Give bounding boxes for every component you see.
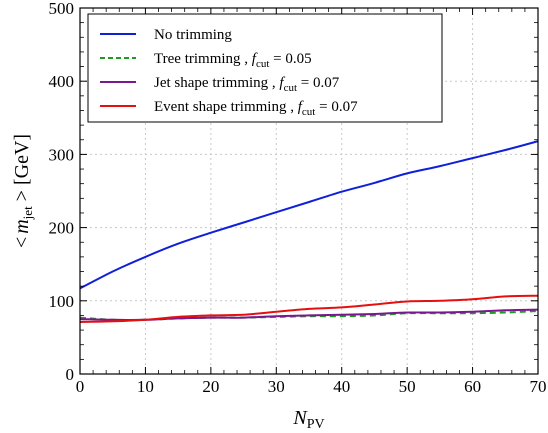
legend-label-f: f [252, 51, 258, 67]
series-lines [79, 140, 539, 323]
x-tick-label: 60 [464, 377, 481, 396]
x-tick-label: 50 [399, 377, 416, 396]
y-tick-label: 200 [49, 219, 75, 238]
y-axis-title-m: m [11, 219, 33, 233]
x-axis-title-main: N [292, 407, 308, 429]
x-tick-label: 70 [530, 377, 547, 396]
legend-label-f: f [279, 75, 285, 91]
legend-label: Event shape trimming , fcut = 0.07 [154, 99, 358, 118]
legend-label-sub: cut [302, 106, 315, 118]
legend-label-text: Event shape trimming , [154, 99, 298, 115]
x-tick-label: 20 [202, 377, 219, 396]
y-axis-title: < mjet > [GeV] [11, 134, 35, 248]
x-axis-title-sub: PV [307, 417, 325, 432]
legend-label-sub: cut [284, 82, 297, 94]
y-axis-title-lt: < [11, 237, 33, 248]
x-tick-label: 40 [333, 377, 350, 396]
x-tick-label: 30 [268, 377, 285, 396]
y-tick-label: 400 [49, 72, 75, 91]
x-axis-title: NPV [292, 407, 324, 432]
legend-label-sub: cut [256, 58, 269, 70]
legend-label: No trimming [154, 27, 232, 43]
x-tick-label: 10 [137, 377, 154, 396]
legend-label: Tree trimming , fcut = 0.05 [154, 51, 312, 70]
legend-label-value: = 0.07 [297, 75, 340, 91]
legend-label: Jet shape trimming , fcut = 0.07 [154, 75, 340, 94]
y-axis-title-sub: jet [20, 206, 35, 220]
legend-label-text: Jet shape trimming , [154, 75, 279, 91]
tick-labels: 0 10 20 30 40 50 60 70 0 100 200 300 400 500 [49, 0, 547, 396]
legend-box [87, 13, 443, 123]
legend-label-value: = 0.07 [315, 99, 358, 115]
y-axis-title-rest: > [GeV] [11, 134, 33, 206]
series-line [79, 294, 539, 323]
plot-border [79, 7, 539, 375]
series-line [79, 140, 539, 290]
legend-label-text: Tree trimming , [154, 51, 252, 67]
legend-label-value: = 0.05 [269, 51, 311, 67]
legend-label-text: No trimming [154, 27, 232, 43]
y-tick-label: 300 [49, 145, 75, 164]
y-tick-label: 100 [49, 292, 75, 311]
legend-label-f: f [298, 99, 304, 115]
y-tick-label: 500 [49, 0, 75, 18]
x-tick-label: 0 [76, 377, 85, 396]
y-tick-label: 0 [66, 365, 75, 384]
